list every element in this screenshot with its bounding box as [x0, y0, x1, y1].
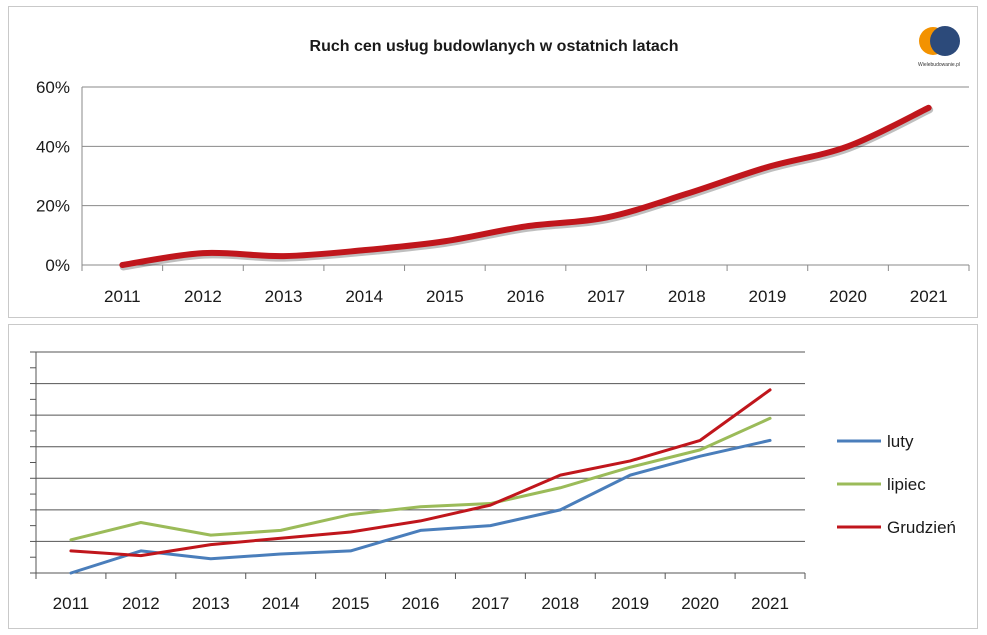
series-line-luty [69, 438, 772, 575]
x-tick-label: 2013 [192, 594, 230, 613]
x-tick-label: 2018 [668, 287, 706, 306]
series-line-lipiec [69, 416, 772, 542]
x-tick-label: 2015 [426, 287, 464, 306]
x-tick-label: 2017 [471, 594, 509, 613]
logo-mark [919, 26, 960, 56]
x-tick-label: 2013 [265, 287, 303, 306]
logo-text: Wielebudowanie.pl [918, 62, 960, 68]
x-tick-label: 2014 [262, 594, 300, 613]
data-point [120, 263, 124, 267]
legend-label: lipiec [887, 475, 926, 494]
data-point [685, 192, 689, 196]
data-point [604, 216, 608, 220]
x-tick-label: 2020 [681, 594, 719, 613]
legend-label: luty [887, 432, 914, 451]
data-point [927, 106, 931, 110]
y-tick-label: 60% [36, 78, 70, 97]
data-point [201, 251, 205, 255]
x-tick-label: 2011 [104, 287, 141, 306]
x-tick-label: 2011 [53, 594, 90, 613]
chart-title: Ruch cen usług budowlanych w ostatnich l… [310, 38, 679, 55]
x-tick-label: 2018 [541, 594, 579, 613]
y-tick-label: 40% [36, 137, 70, 156]
x-tick-label: 2012 [122, 594, 160, 613]
data-point [362, 248, 366, 252]
x-tick-label: 2021 [751, 594, 789, 613]
x-tick-label: 2015 [332, 594, 370, 613]
x-tick-label: 2014 [345, 287, 383, 306]
data-point [846, 144, 850, 148]
monthly-comparison-chart-panel: 2011 2012 2013 2014 2015 2016 2017 2018 2019 2020… [8, 324, 978, 629]
x-tick-label: 2016 [402, 594, 440, 613]
y-tick-label: 0% [45, 256, 70, 275]
data-point [765, 165, 769, 169]
data-point [524, 224, 527, 228]
monthly-comparison-chart: 2011 2012 2013 2014 2015 2016 2017 2018 2019 2020… [30, 351, 956, 613]
price-trend-chart-panel: Ruch cen usług budowlanych w ostatnich l… [8, 6, 978, 318]
data-point [443, 239, 447, 243]
x-tick-label: 2021 [910, 287, 948, 306]
price-trend-chart: Ruch cen usług budowlanych w ostatnich l… [36, 26, 970, 306]
x-tick-label: 2020 [829, 287, 867, 306]
x-tick-label: 2019 [611, 594, 649, 613]
series-line-shadow [119, 106, 934, 271]
data-point [282, 254, 286, 258]
series-line [119, 104, 932, 268]
logo-circle-blue [930, 26, 960, 56]
x-tick-label: 2012 [184, 287, 222, 306]
legend-label: Grudzień [887, 518, 956, 537]
x-tick-label: 2019 [748, 287, 786, 306]
series-line-grudzie [69, 388, 772, 558]
x-tick-label: 2017 [587, 287, 625, 306]
y-tick-label: 20% [36, 197, 70, 216]
x-tick-label: 2016 [507, 287, 545, 306]
